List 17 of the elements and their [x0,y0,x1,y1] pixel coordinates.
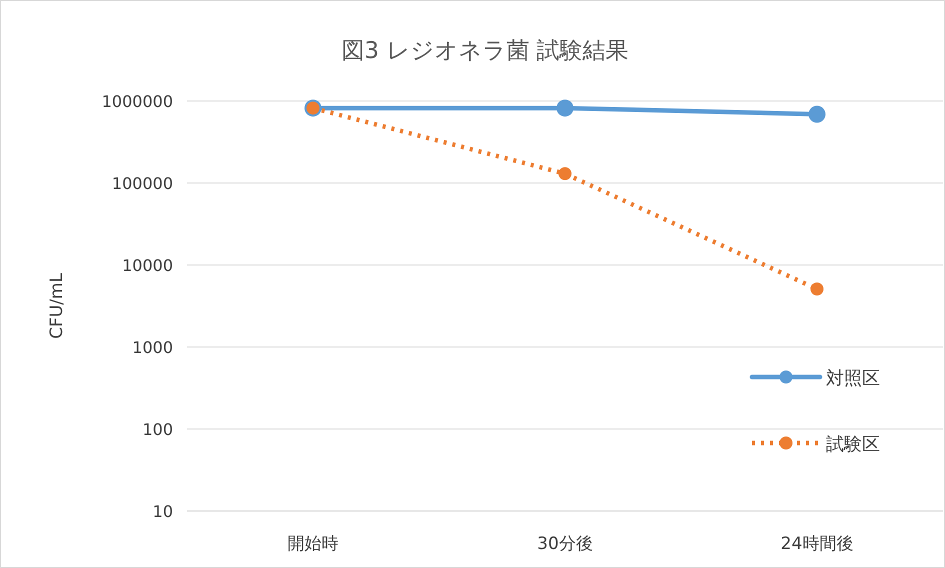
x-tick-label: 30分後 [537,534,593,554]
point [556,100,574,117]
y-tick-label: 10000 [122,256,173,275]
legend-label: 対照区 [826,368,880,389]
y-tick-label: 100000 [112,174,173,193]
x-tick-label: 開始時 [288,534,338,554]
y-tick-label: 100 [142,420,173,439]
point [558,167,572,180]
point [810,282,824,296]
y-tick-label: 1000000 [102,92,173,111]
legend-label: 試験区 [826,434,880,455]
x-tick-label: 24時間後 [780,534,854,554]
chart-title: 図3 レジオネラ菌 試験結果 [341,38,629,64]
y-axis-title: CFU/mL [47,272,67,339]
y-tick-label: 1000 [132,338,173,357]
y-tick-label: 10 [152,502,173,521]
point [808,106,826,123]
